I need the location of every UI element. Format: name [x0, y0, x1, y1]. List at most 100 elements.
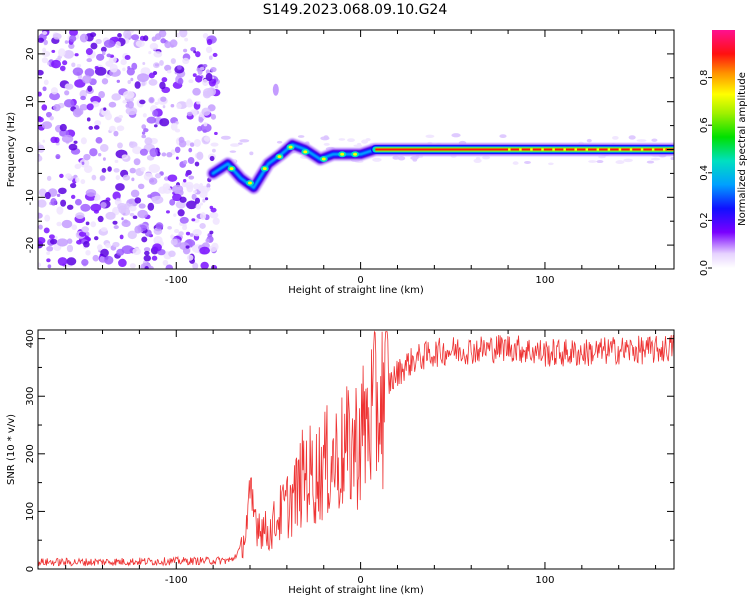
noise-blob	[118, 114, 123, 119]
noise-blob	[198, 185, 205, 192]
noise-blob	[185, 172, 189, 177]
noise-blob	[170, 58, 176, 64]
noise-blob	[144, 137, 153, 146]
noise-blob	[650, 157, 661, 161]
noise-blob	[141, 124, 147, 130]
noise-blob	[205, 238, 210, 243]
noise-blob	[338, 138, 346, 141]
noise-blob	[548, 162, 554, 166]
noise-blob	[499, 134, 507, 139]
noise-blob	[170, 122, 178, 131]
noise-blob	[42, 139, 46, 143]
chart-title: S149.2023.068.09.10.G24	[262, 2, 448, 18]
noise-blob	[177, 77, 184, 85]
noise-blob	[85, 48, 93, 56]
noise-blob	[54, 137, 60, 144]
noise-blob	[198, 116, 204, 123]
noise-blob	[183, 159, 188, 165]
bottom-y-axis-label: SNR (10 * v/v)	[6, 414, 17, 485]
noise-blob	[392, 155, 400, 160]
noise-blob	[45, 111, 52, 118]
noise-blob	[115, 174, 121, 181]
noise-blob	[87, 85, 93, 92]
colorbar-tick-label: 0.8	[699, 70, 710, 86]
noise-blob	[588, 160, 597, 163]
snr-series-line	[38, 330, 674, 567]
noise-blob	[147, 194, 152, 199]
noise-blob	[94, 66, 99, 70]
noise-blob	[105, 211, 116, 220]
noise-blob	[170, 103, 175, 108]
noise-blob	[85, 221, 90, 226]
noise-blob	[512, 161, 519, 165]
noise-blob	[101, 78, 109, 85]
noise-blob	[115, 41, 121, 49]
noise-blob	[186, 200, 198, 210]
noise-blob	[84, 68, 95, 77]
noise-blob	[170, 234, 174, 239]
noise-blob	[612, 135, 619, 140]
noise-blob	[211, 148, 216, 153]
noise-blob	[74, 53, 79, 57]
noise-blob	[88, 125, 94, 130]
noise-blob	[193, 139, 201, 147]
noise-blob	[195, 203, 202, 210]
noise-blob	[164, 64, 172, 72]
noise-blob	[142, 61, 146, 66]
noise-blob	[128, 199, 133, 205]
noise-blob	[148, 96, 155, 104]
noise-blob	[64, 40, 69, 44]
noise-blob	[43, 79, 49, 86]
signal-peak	[277, 155, 282, 159]
noise-blob	[153, 124, 158, 128]
noise-blob	[179, 216, 189, 224]
noise-blob	[230, 143, 240, 147]
noise-blob	[46, 61, 50, 66]
noise-blob	[56, 221, 62, 227]
noise-blob	[203, 135, 211, 142]
noise-blob	[41, 104, 48, 111]
noise-blob	[111, 93, 122, 101]
noise-blob	[139, 148, 148, 156]
noise-blob	[151, 195, 164, 205]
noise-blob	[205, 46, 213, 54]
noise-blob	[199, 212, 207, 220]
noise-blob	[75, 212, 85, 219]
noise-blob	[175, 156, 179, 160]
noise-blob	[66, 257, 77, 266]
noise-blob	[129, 263, 136, 269]
noise-blob	[71, 224, 78, 231]
noise-blob	[106, 53, 112, 58]
noise-blob	[89, 148, 98, 157]
noise-blob	[44, 214, 51, 222]
noise-blob	[192, 229, 202, 237]
top-x-tick-label: -100	[165, 275, 188, 286]
noise-blob	[199, 246, 211, 255]
noise-blob	[128, 205, 137, 212]
noise-blob	[81, 226, 90, 233]
noise-blob	[85, 249, 91, 256]
noise-blob	[162, 105, 166, 109]
bottom-frame	[37, 329, 675, 570]
noise-blob	[172, 184, 184, 194]
signal-peak	[229, 167, 234, 171]
noise-blob	[66, 204, 74, 210]
noise-blob	[99, 175, 106, 181]
noise-blob	[113, 225, 119, 230]
noise-blob	[46, 251, 51, 256]
noise-blob	[202, 129, 207, 133]
bottom-x-tick-label: -100	[165, 575, 188, 586]
noise-blob	[152, 243, 162, 252]
noise-blob	[135, 40, 145, 48]
noise-blob	[122, 67, 126, 72]
noise-blob	[185, 99, 194, 108]
noise-blob	[102, 50, 106, 56]
noise-blob	[92, 254, 99, 262]
noise-blob	[131, 34, 140, 41]
noise-blob	[132, 215, 138, 220]
noise-blob	[130, 189, 140, 198]
noise-blob	[82, 75, 92, 84]
noise-blob	[189, 233, 194, 237]
noise-blob	[59, 65, 66, 72]
noise-blob	[109, 125, 116, 132]
